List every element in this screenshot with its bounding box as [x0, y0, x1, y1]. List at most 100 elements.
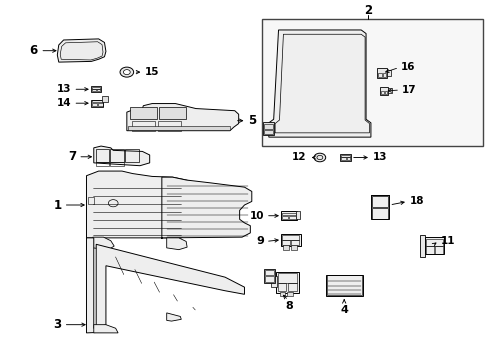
- Bar: [96, 149, 109, 162]
- Bar: [376, 68, 386, 78]
- Bar: [96, 162, 109, 166]
- Bar: [92, 103, 97, 106]
- Bar: [419, 235, 425, 257]
- Bar: [282, 240, 289, 245]
- Bar: [287, 283, 296, 292]
- Bar: [346, 157, 349, 160]
- Polygon shape: [166, 238, 187, 249]
- Bar: [276, 272, 299, 293]
- Bar: [159, 107, 186, 119]
- Polygon shape: [96, 244, 244, 328]
- Circle shape: [120, 67, 133, 77]
- Circle shape: [313, 153, 325, 162]
- Text: 6: 6: [30, 44, 38, 57]
- Bar: [283, 246, 288, 249]
- Bar: [281, 211, 296, 220]
- Polygon shape: [162, 177, 251, 239]
- Bar: [88, 197, 94, 204]
- Bar: [426, 247, 433, 253]
- Bar: [281, 234, 301, 246]
- Text: 9: 9: [256, 237, 264, 247]
- Text: 10: 10: [249, 211, 264, 221]
- Bar: [370, 195, 388, 219]
- Bar: [371, 208, 387, 219]
- Bar: [288, 216, 295, 219]
- Polygon shape: [94, 146, 149, 166]
- Text: 14: 14: [57, 98, 71, 108]
- Text: 17: 17: [401, 85, 416, 95]
- Bar: [124, 149, 138, 162]
- Bar: [91, 100, 103, 107]
- Bar: [102, 96, 108, 103]
- Bar: [110, 162, 123, 166]
- Polygon shape: [126, 104, 238, 131]
- Text: 4: 4: [340, 305, 347, 315]
- Bar: [279, 292, 285, 296]
- Bar: [92, 89, 96, 91]
- Text: 18: 18: [409, 197, 424, 206]
- Text: 8: 8: [285, 301, 292, 311]
- Bar: [282, 216, 287, 219]
- Text: 13: 13: [372, 153, 386, 162]
- Polygon shape: [93, 237, 114, 249]
- Bar: [261, 19, 482, 146]
- Text: 13: 13: [57, 84, 71, 94]
- Text: 2: 2: [364, 4, 372, 17]
- Text: 5: 5: [248, 114, 256, 127]
- Polygon shape: [268, 30, 370, 137]
- Bar: [97, 89, 100, 91]
- Bar: [290, 246, 296, 249]
- Bar: [379, 87, 387, 95]
- Bar: [130, 107, 157, 119]
- Bar: [387, 88, 391, 93]
- Bar: [264, 276, 273, 282]
- Bar: [271, 276, 277, 287]
- Polygon shape: [57, 39, 106, 62]
- Bar: [264, 270, 273, 275]
- Bar: [377, 73, 381, 77]
- Bar: [92, 87, 100, 89]
- Polygon shape: [166, 313, 181, 321]
- Bar: [287, 292, 292, 296]
- Bar: [263, 122, 273, 135]
- Polygon shape: [86, 238, 113, 333]
- Bar: [341, 157, 345, 160]
- Bar: [264, 124, 272, 129]
- Text: 15: 15: [145, 67, 160, 77]
- Bar: [127, 126, 229, 130]
- Bar: [98, 103, 102, 106]
- Polygon shape: [94, 325, 118, 333]
- Bar: [110, 149, 123, 162]
- Polygon shape: [86, 171, 198, 238]
- Text: 1: 1: [54, 198, 61, 212]
- Bar: [277, 283, 286, 292]
- Text: 11: 11: [440, 236, 454, 246]
- Bar: [92, 100, 102, 103]
- Bar: [425, 237, 443, 254]
- Bar: [326, 275, 361, 296]
- Bar: [434, 247, 442, 253]
- Text: 7: 7: [68, 150, 76, 163]
- Bar: [264, 269, 274, 283]
- Bar: [382, 73, 385, 77]
- Bar: [341, 155, 349, 157]
- Bar: [380, 91, 383, 94]
- Bar: [282, 235, 299, 240]
- Circle shape: [123, 69, 130, 75]
- Text: 12: 12: [292, 153, 306, 162]
- Bar: [325, 275, 362, 296]
- Bar: [131, 121, 155, 131]
- Text: 16: 16: [400, 63, 415, 72]
- Bar: [91, 86, 101, 92]
- Bar: [290, 240, 299, 245]
- Bar: [371, 197, 387, 207]
- Bar: [282, 212, 295, 215]
- Bar: [384, 91, 386, 94]
- Bar: [264, 130, 272, 134]
- Text: 3: 3: [54, 318, 61, 331]
- Bar: [158, 121, 181, 131]
- Bar: [340, 154, 350, 161]
- Bar: [295, 211, 300, 219]
- Bar: [386, 70, 390, 76]
- Bar: [277, 273, 296, 283]
